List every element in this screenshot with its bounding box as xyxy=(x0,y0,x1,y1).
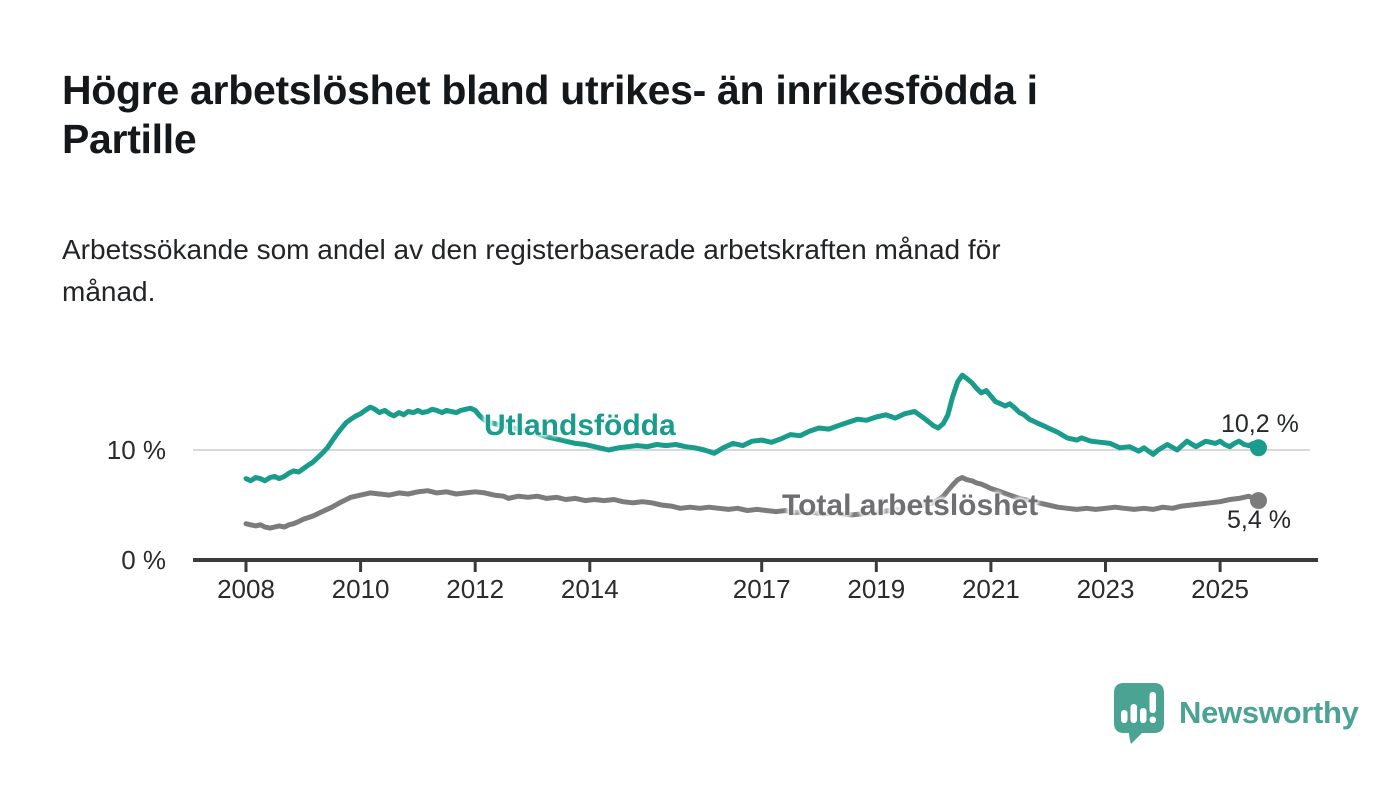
end-value-label-total-arbetsloshet: 5,4 % xyxy=(1227,506,1291,534)
x-tick-label-2019: 2019 xyxy=(847,574,905,604)
page-title-line-1: Högre arbetslöshet bland utrikes- än inr… xyxy=(62,67,1038,113)
page-title-line-2: Partille xyxy=(62,116,197,162)
x-tick-label-2023: 2023 xyxy=(1077,574,1135,604)
y-tick-label-0: 0 % xyxy=(121,545,166,575)
newsworthy-logo: Newsworthy xyxy=(1112,681,1359,745)
page-subtitle: Arbetssökande som andel av den registerb… xyxy=(62,229,1001,313)
series-label-total-arbetsloshet: Total arbetslöshet xyxy=(782,489,1039,522)
x-tick-label-2017: 2017 xyxy=(733,574,791,604)
x-tick-label-2025: 2025 xyxy=(1191,574,1249,604)
series-label-utlandsfodda: Utlandsfödda xyxy=(484,409,676,442)
page-subtitle-line-1: Arbetssökande som andel av den registerb… xyxy=(62,234,1001,265)
newsworthy-brand-name: Newsworthy xyxy=(1179,695,1359,730)
x-tick-label-2014: 2014 xyxy=(561,574,619,604)
page-subtitle-line-2: månad. xyxy=(62,276,156,307)
x-tick-label-2012: 2012 xyxy=(446,574,504,604)
x-tick-label-2008: 2008 xyxy=(217,574,275,604)
newsworthy-speech-bubble-bar-chart-icon xyxy=(1114,683,1164,744)
series-line-total-arbetsloshet xyxy=(243,475,1261,531)
end-value-label-utlandsfodda: 10,2 % xyxy=(1221,410,1299,438)
y-tick-label-10: 10 % xyxy=(107,435,166,465)
series-end-dot-utlandsfodda xyxy=(1250,439,1267,457)
series-end-dot-total-arbetsloshet xyxy=(1250,492,1267,510)
series-line-utlandsfodda xyxy=(243,372,1261,484)
x-tick-label-2021: 2021 xyxy=(962,574,1020,604)
x-tick-label-2010: 2010 xyxy=(332,574,390,604)
page-title: Högre arbetslöshet bland utrikes- än inr… xyxy=(62,66,1038,164)
